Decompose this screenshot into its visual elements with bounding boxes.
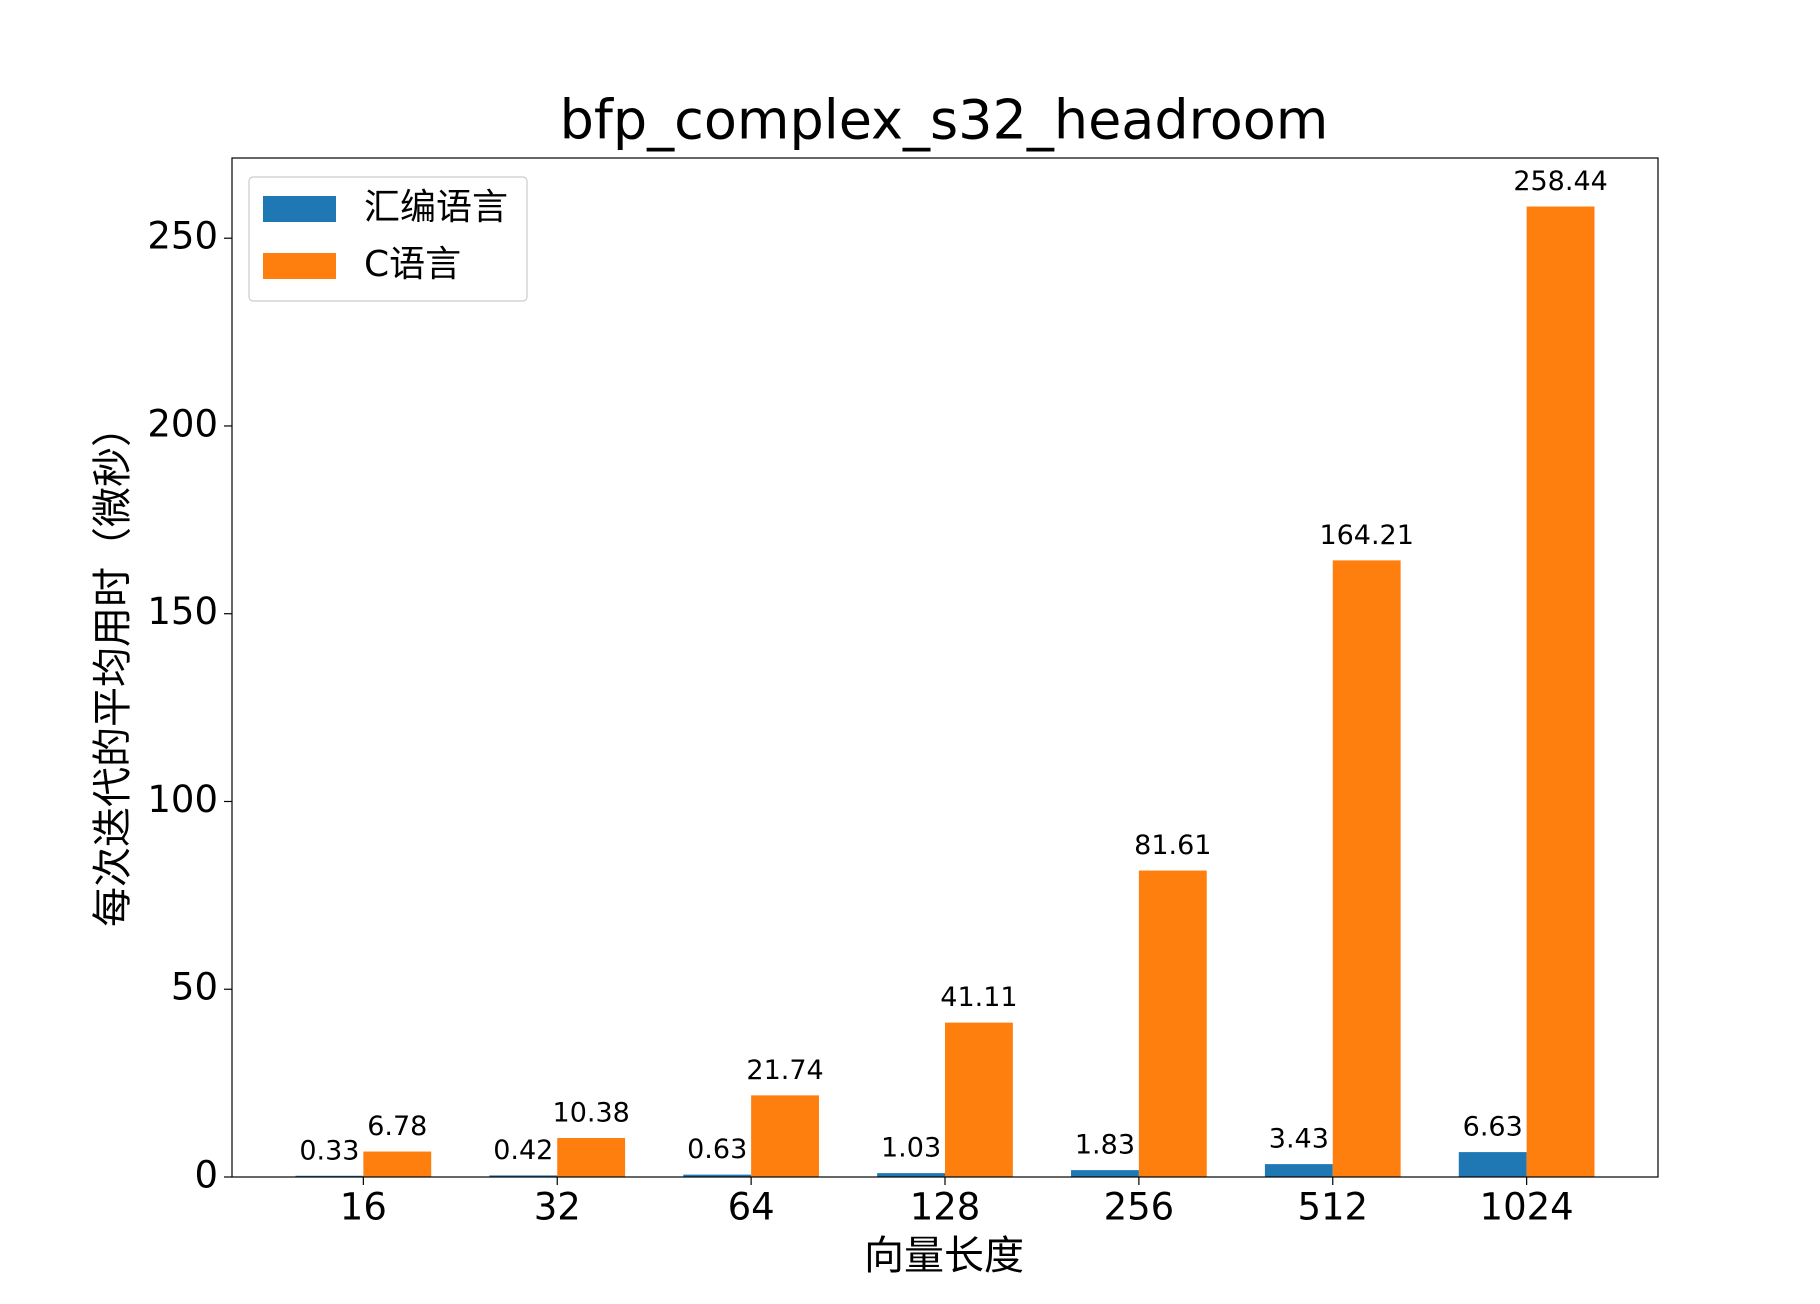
bar	[489, 1175, 558, 1177]
legend: 汇编语言 C语言	[248, 176, 528, 302]
x-tick-label: 256	[1104, 1186, 1175, 1229]
chart-title: bfp_complex_s32_headroom	[560, 89, 1329, 152]
legend-swatch	[263, 196, 336, 222]
x-tick-label: 128	[910, 1186, 981, 1229]
legend-label: 汇编语言	[364, 187, 508, 228]
value-label: 1.83	[1075, 1130, 1135, 1161]
value-label: 6.63	[1463, 1112, 1523, 1143]
bar	[1138, 870, 1207, 1177]
value-label: 21.74	[746, 1055, 823, 1086]
x-tick-label: 512	[1297, 1186, 1368, 1229]
value-label: 0.33	[299, 1135, 359, 1166]
value-label: 258.44	[1513, 166, 1607, 197]
value-label: 1.03	[881, 1133, 941, 1164]
x-tick-label: 16	[340, 1186, 387, 1229]
value-label: 6.78	[367, 1111, 427, 1142]
bar	[751, 1095, 819, 1177]
bar	[363, 1151, 432, 1177]
bar	[1526, 206, 1595, 1177]
x-axis-label: 向量长度	[864, 1233, 1024, 1279]
legend-swatch	[263, 253, 336, 279]
y-tick-label: 0	[194, 1154, 218, 1197]
value-label: 81.61	[1134, 830, 1211, 861]
y-tick-label: 250	[147, 215, 218, 258]
bar	[557, 1138, 626, 1177]
bar	[1071, 1170, 1139, 1177]
bar	[877, 1173, 945, 1177]
plot-frame	[231, 157, 1659, 1178]
y-tick-label: 50	[171, 966, 218, 1009]
bar	[1458, 1152, 1527, 1177]
y-tick-label: 200	[147, 402, 218, 445]
legend-label: C语言	[364, 244, 461, 285]
value-label: 41.11	[940, 982, 1017, 1013]
value-label: 10.38	[553, 1098, 630, 1129]
x-tick-label: 32	[534, 1186, 581, 1229]
x-tick-label: 64	[728, 1186, 775, 1229]
y-axis-label: 每次迭代的平均用时（微秒）	[90, 407, 136, 927]
value-label: 3.43	[1269, 1124, 1329, 1155]
bar	[1264, 1164, 1333, 1177]
bar	[295, 1175, 364, 1177]
y-tick-label: 100	[147, 778, 218, 821]
bar	[945, 1022, 1013, 1177]
y-tick-label: 150	[147, 590, 218, 633]
bar	[683, 1174, 752, 1177]
value-label: 0.42	[493, 1135, 553, 1166]
bar	[1332, 560, 1401, 1177]
value-label: 164.21	[1319, 520, 1413, 551]
value-label: 0.63	[687, 1134, 747, 1165]
x-tick-label: 1024	[1480, 1186, 1574, 1229]
